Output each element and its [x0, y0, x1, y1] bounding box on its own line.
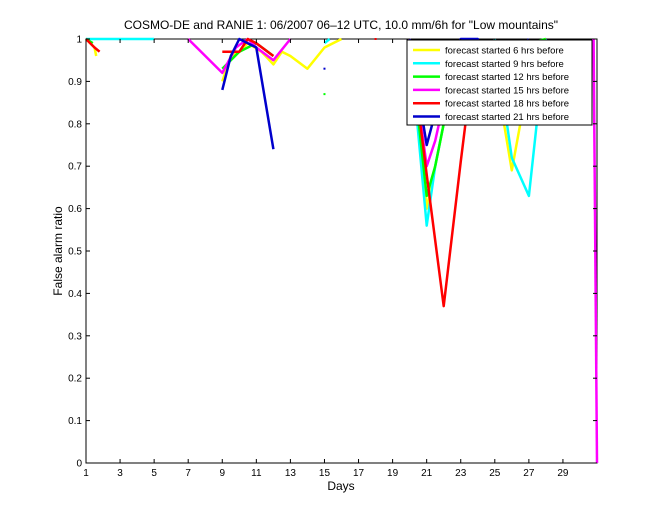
legend-entry-label: forecast started 18 hrs before: [445, 99, 569, 110]
y-tick-label: 0.9: [68, 77, 82, 88]
x-axis-ticks: 1 3 5 7 9 11 13 15 17 19 21 23 25 27 29: [83, 39, 569, 479]
legend-entry-label: forecast started 9 hrs before: [445, 59, 564, 70]
data-point: [323, 67, 326, 70]
y-tick-label: 0.5: [68, 247, 82, 258]
y-tick-label: 0.3: [68, 331, 82, 342]
x-tick-label: 1: [83, 468, 89, 479]
x-tick-label: 3: [117, 468, 123, 479]
x-tick-label: 19: [387, 468, 399, 479]
x-tick-label: 27: [523, 468, 535, 479]
series-line: [323, 38, 331, 45]
series-line: [85, 38, 101, 53]
legend-entry-label: forecast started 6 hrs before: [445, 46, 564, 57]
x-tick-label: 17: [353, 468, 365, 479]
x-tick-label: 11: [251, 468, 262, 479]
legend-entry-label: forecast started 15 hrs before: [445, 85, 569, 96]
legend: forecast started 6 hrs before forecast st…: [406, 39, 593, 126]
data-point: [374, 38, 377, 40]
y-tick-label: 0.2: [68, 374, 82, 385]
y-tick-label: 0.6: [68, 204, 82, 215]
x-axis-label: Days: [327, 479, 354, 493]
x-tick-label: 5: [151, 468, 157, 479]
y-tick-label: 0.7: [68, 162, 82, 173]
data-point: [323, 93, 326, 96]
y-tick-label: 0.1: [68, 416, 82, 427]
x-tick-label: 7: [185, 468, 191, 479]
x-tick-label: 21: [421, 468, 433, 479]
chart-title: COSMO-DE and RANIE 1: 06/2007 06–12 UTC,…: [124, 18, 558, 32]
y-axis-label: False alarm ratio: [51, 206, 65, 296]
legend-box: [406, 39, 593, 126]
y-axis-ticks: 0 0.1 0.2 0.3 0.4 0.5 0.6 0.7 0.8 0.9 1: [68, 35, 597, 470]
x-tick-label: 29: [557, 468, 569, 479]
y-tick-label: 0.4: [68, 289, 82, 300]
x-tick-label: 25: [489, 468, 501, 479]
x-tick-label: 15: [319, 468, 331, 479]
x-tick-label: 13: [285, 468, 297, 479]
y-tick-label: 1: [76, 35, 82, 46]
x-tick-label: 23: [455, 468, 467, 479]
legend-entry-label: forecast started 12 hrs before: [445, 72, 569, 83]
y-tick-label: 0: [76, 459, 82, 470]
legend-entry-label: forecast started 21 hrs before: [445, 112, 569, 123]
y-tick-label: 0.8: [68, 119, 82, 130]
series-line: [221, 37, 275, 150]
x-tick-label: 9: [219, 468, 225, 479]
